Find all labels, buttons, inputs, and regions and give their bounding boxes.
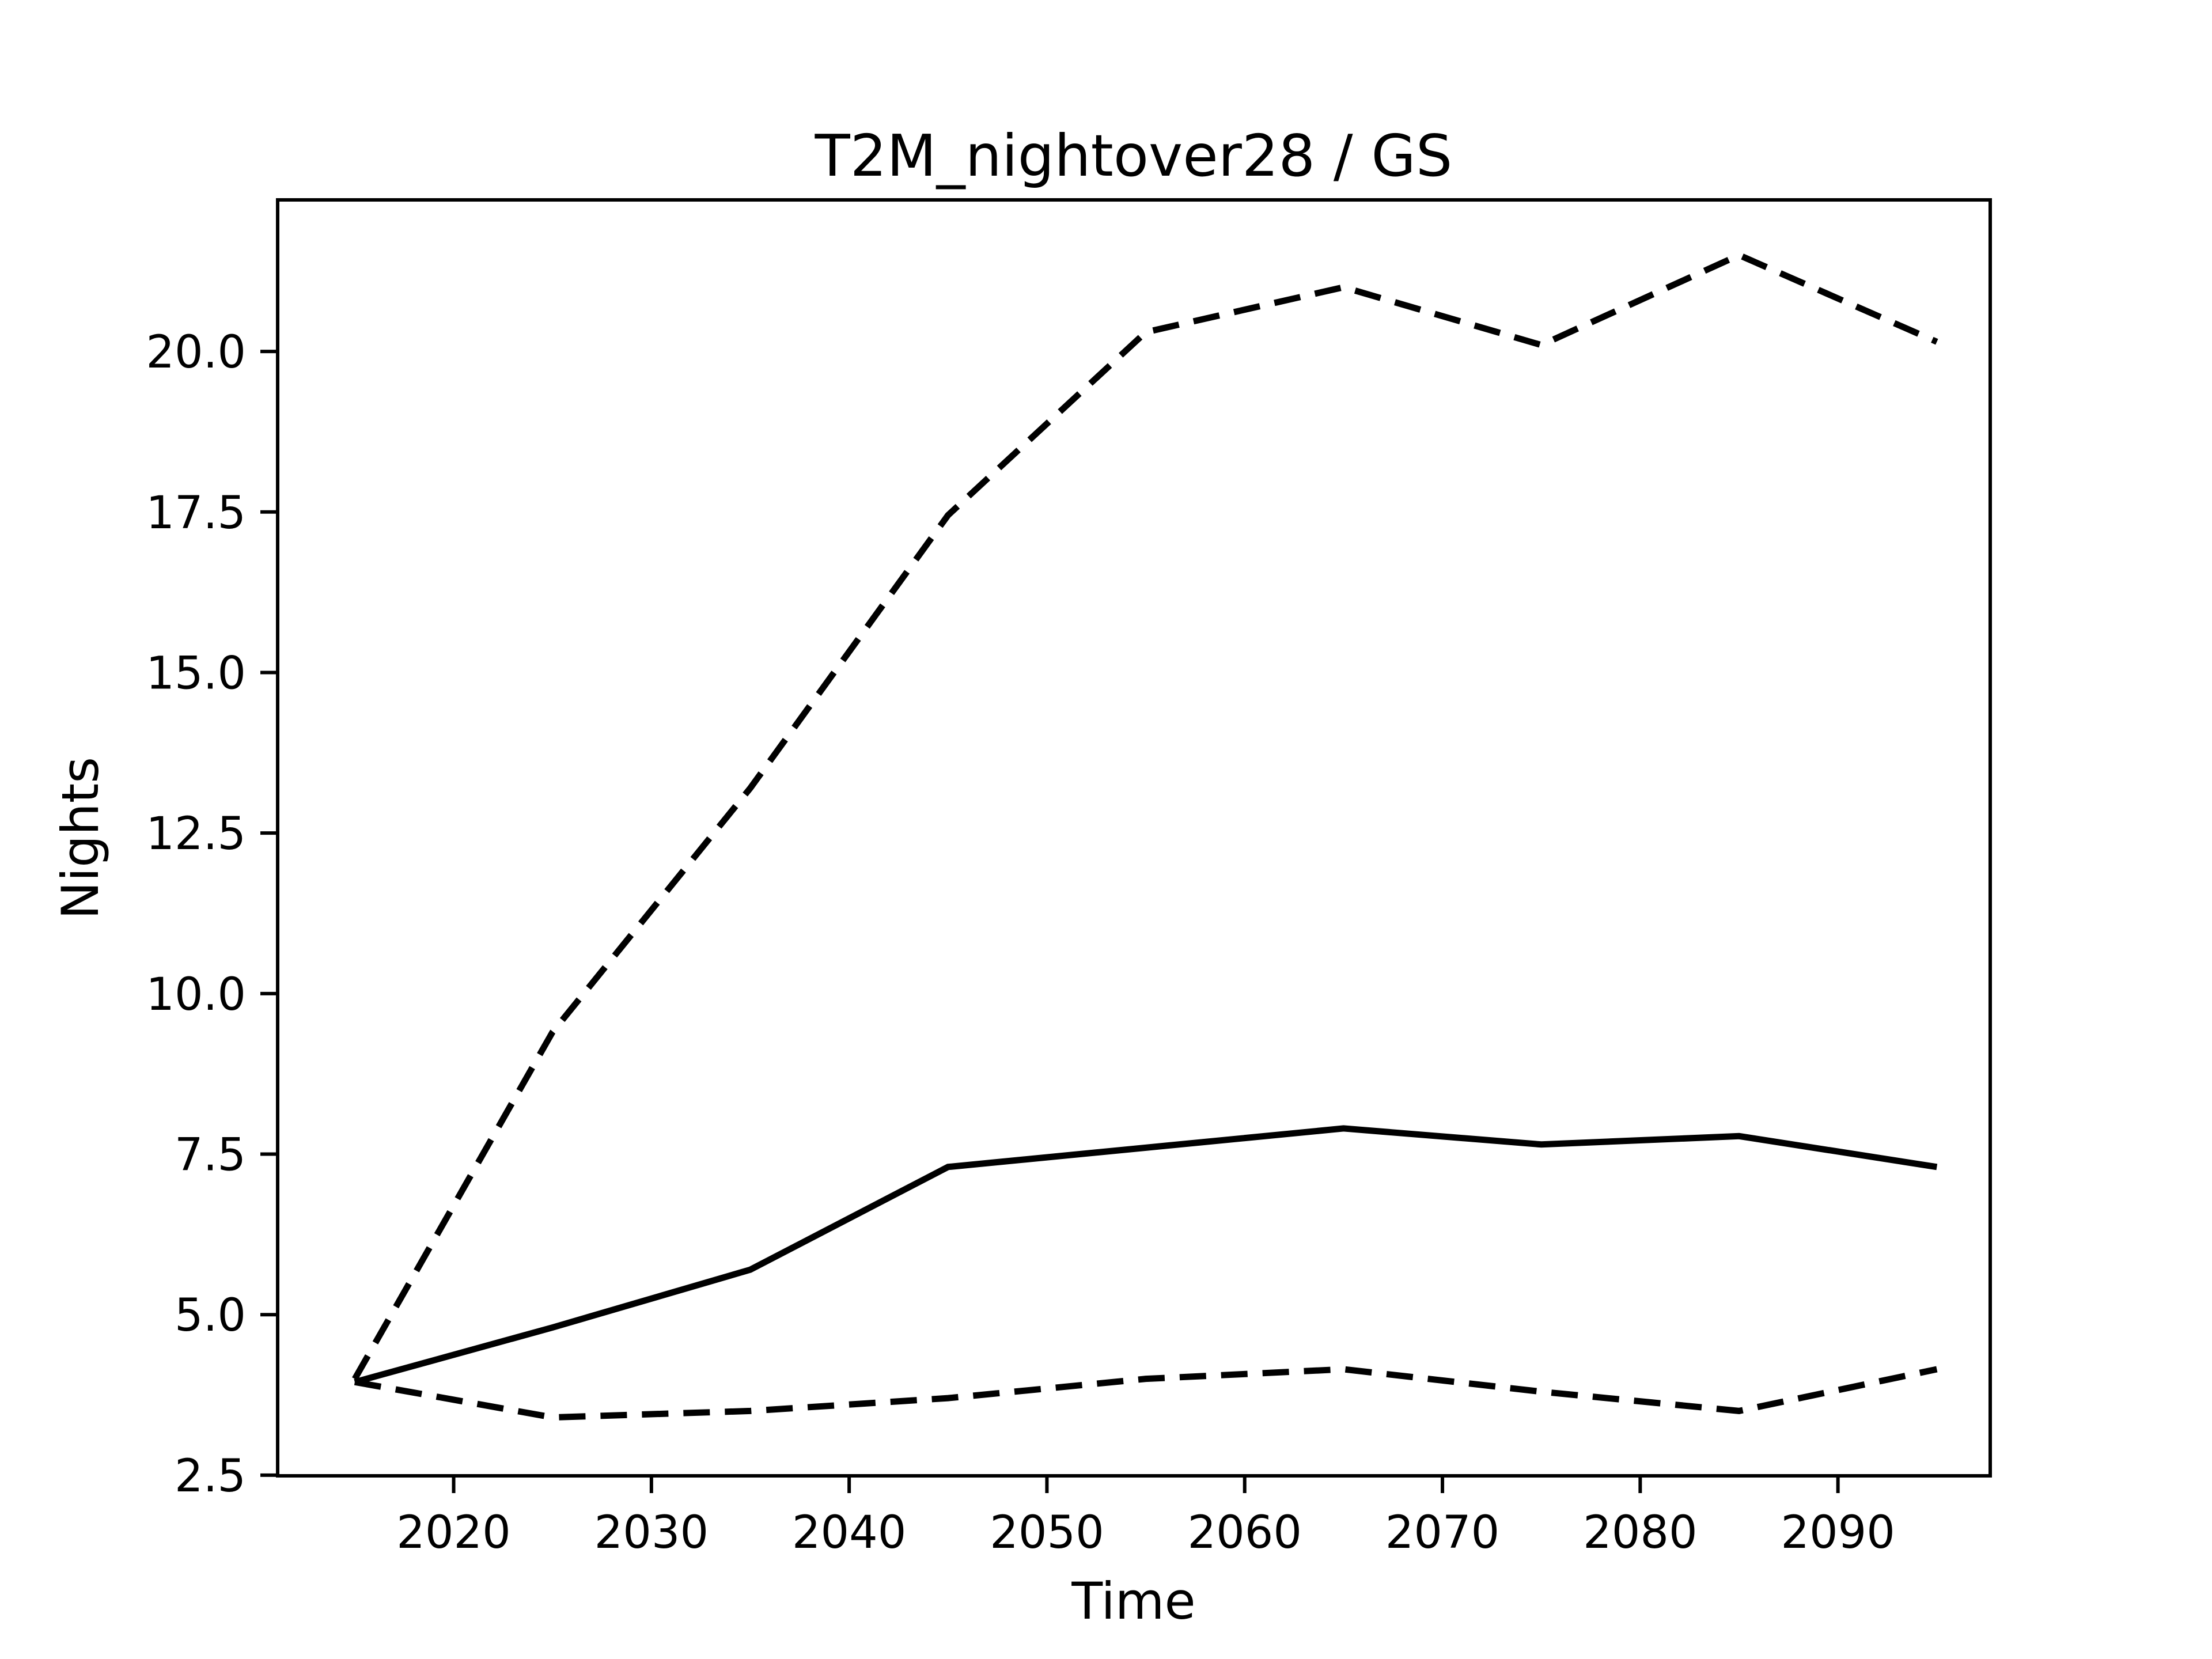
x-axis-tick-label: 2080 <box>1583 1507 1698 1559</box>
series-upper-bound-dashed <box>352 251 1938 1381</box>
y-axis-tick-label: 20.0 <box>146 327 246 378</box>
x-axis-tick-label: 2090 <box>1781 1507 1895 1559</box>
x-axis-tick-label: 2040 <box>792 1507 907 1559</box>
y-axis-tick-label: 7.5 <box>175 1130 246 1181</box>
series-mean-solid <box>354 1125 1938 1385</box>
plot-dynamic-layer: 2020 2030 2040 2050 2060 2070 2080 2090 2.5 5.0 7.… <box>146 198 1992 1559</box>
chart-title: T2M_nightover28 / GS <box>815 122 1453 190</box>
x-axis-tick-label: 2050 <box>990 1507 1104 1559</box>
x-axis-tick-label: 2030 <box>594 1507 709 1559</box>
x-axis-tick-label: 2020 <box>396 1507 511 1559</box>
x-axis-tick-label: 2060 <box>1187 1507 1302 1559</box>
y-axis-tick-label: 15.0 <box>146 647 246 699</box>
y-axis-tick-label: 2.5 <box>175 1450 246 1502</box>
x-axis-tick-label: 2070 <box>1385 1507 1500 1559</box>
x-axis-label: Time <box>1071 1571 1195 1631</box>
y-axis-label: Nights <box>51 757 110 919</box>
series-lower-bound-dashed <box>354 1366 1938 1421</box>
y-axis-tick-label: 17.5 <box>146 487 246 539</box>
y-axis-tick-label: 10.0 <box>146 969 246 1021</box>
y-axis-tick-label: 5.0 <box>175 1290 246 1342</box>
axes-spines <box>276 198 1992 1478</box>
y-axis-tick-label: 12.5 <box>146 808 246 860</box>
